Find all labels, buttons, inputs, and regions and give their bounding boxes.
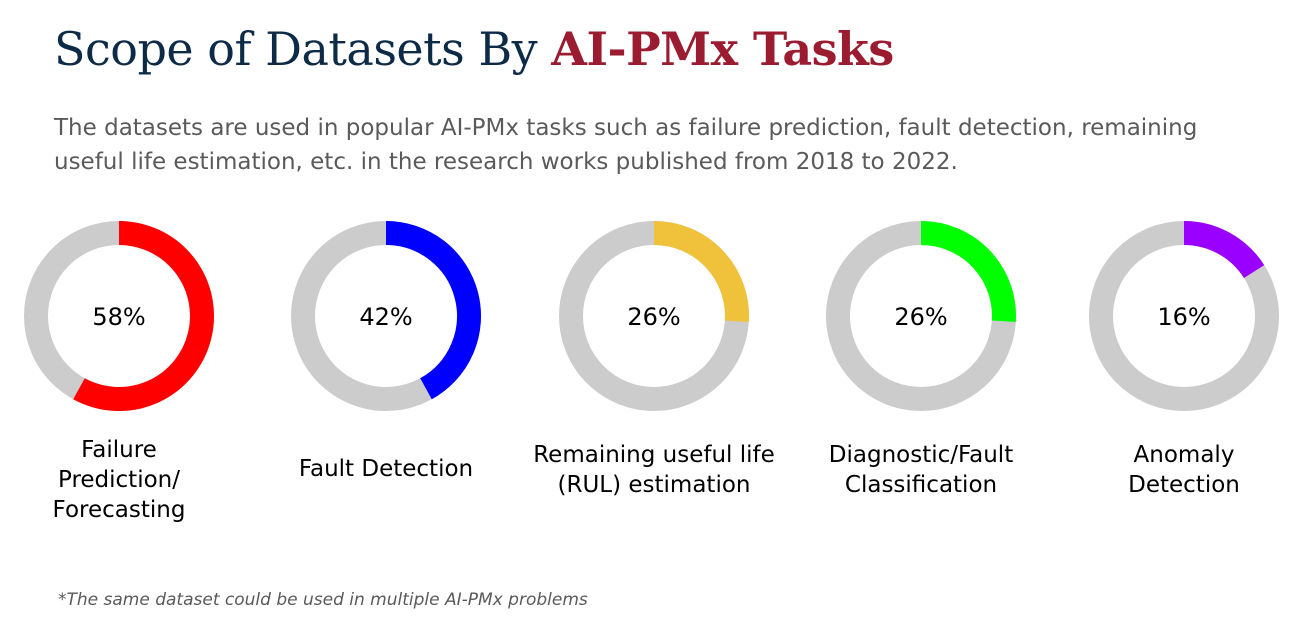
category-label-line: (RUL) estimation bbox=[558, 472, 751, 498]
category-label-line: Forecasting bbox=[53, 497, 186, 523]
donut-value-label: 26% bbox=[894, 303, 947, 331]
donut-1: 58% Failure Prediction/Forecasting bbox=[24, 221, 214, 523]
donut-2: 42% Fault Detection bbox=[291, 221, 481, 482]
donut-charts: 58% Failure Prediction/Forecasting 42% Fault… bbox=[24, 221, 1279, 523]
category-label-line: Anomaly bbox=[1134, 442, 1235, 468]
category-label-line: Remaining useful life bbox=[533, 442, 775, 468]
donut-value-arc bbox=[385, 221, 481, 400]
title-main: Scope of Datasets By bbox=[54, 22, 552, 76]
chart-subtitle: The datasets are used in popular AI-PMx … bbox=[54, 115, 1198, 175]
donut-value-label: 58% bbox=[92, 303, 145, 331]
footnote: *The same dataset could be used in multi… bbox=[58, 590, 588, 610]
donut-4: 26% Diagnostic/Fault Classification bbox=[826, 221, 1016, 498]
donut-3: 26% Remaining useful life (RUL) estimation bbox=[533, 221, 775, 498]
category-label: Diagnostic/Fault Classification bbox=[829, 442, 1013, 498]
category-label-line: Classification bbox=[845, 472, 997, 498]
donut-value-label: 16% bbox=[1157, 303, 1210, 331]
donut-value-arc bbox=[920, 221, 1016, 322]
donut-5: 16% Anomaly Detection bbox=[1089, 221, 1279, 498]
category-label-line: Prediction/ bbox=[58, 467, 180, 493]
donut-value-label: 42% bbox=[359, 303, 412, 331]
category-label: Fault Detection bbox=[299, 456, 473, 482]
donut-value-arc bbox=[73, 221, 214, 411]
donut-value-arc bbox=[1183, 221, 1265, 279]
category-label: Failure Prediction/Forecasting bbox=[53, 437, 186, 523]
category-label: Anomaly Detection bbox=[1128, 442, 1240, 498]
chart-title: Scope of Datasets By AI-PMx Tasks bbox=[54, 22, 894, 76]
category-label-line: Failure bbox=[81, 437, 157, 463]
title-accent: AI-PMx Tasks bbox=[551, 22, 894, 76]
category-label: Remaining useful life (RUL) estimation bbox=[533, 442, 775, 498]
donut-value-arc bbox=[653, 221, 749, 322]
category-label-line: Fault Detection bbox=[299, 456, 473, 482]
donut-value-label: 26% bbox=[627, 303, 680, 331]
category-label-line: Detection bbox=[1128, 472, 1240, 498]
category-label-line: Diagnostic/Fault bbox=[829, 442, 1013, 468]
